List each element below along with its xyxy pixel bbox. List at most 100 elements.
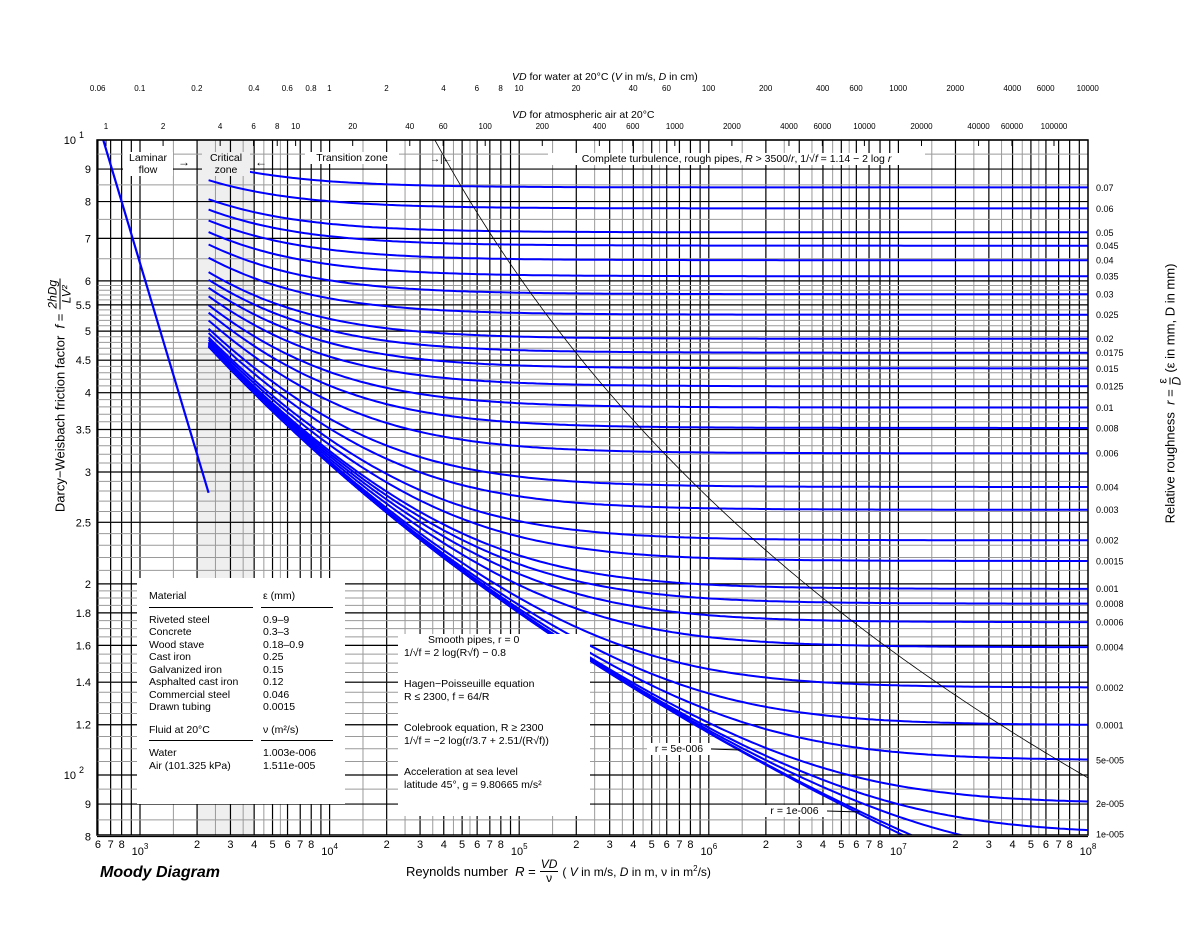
x-tick-label: 3 — [796, 839, 802, 851]
name-cell: Water — [149, 747, 177, 759]
water-axis-tick-label: 400 — [816, 84, 830, 93]
colebrook-equation: 1/√f = −2 log(r/3.7 + 2.51/(R√f)) — [404, 735, 549, 747]
roughness-curve-0.03 — [208, 243, 1088, 296]
water-axis-tick-label: 0.6 — [282, 84, 294, 93]
y-tick-label: 2.5 — [76, 517, 91, 529]
x-tick-label: 7 — [297, 839, 303, 851]
water-axis-tick-label: 0.8 — [305, 84, 317, 93]
name-cell: Concrete — [149, 626, 192, 638]
x-tick-label: 7 — [866, 839, 872, 851]
roughness-label: 0.0175 — [1096, 348, 1124, 358]
water-axis-tick-label: 0.2 — [191, 84, 203, 93]
value-cell: 0.12 — [263, 676, 284, 688]
arrow-left-icon: ← — [255, 155, 267, 169]
x-tick-label: 4 — [251, 839, 257, 851]
transition-zone-label: Transition zone — [305, 152, 399, 164]
x-tick-label: 107 — [890, 842, 907, 858]
x-tick-label: 6 — [1043, 839, 1049, 851]
roughness-curve-0.002 — [207, 336, 1088, 542]
water-axis-tick-label: 40 — [629, 84, 638, 93]
roughness-label: 0.0002 — [1096, 683, 1124, 693]
y-tick-label: 5.5 — [76, 300, 91, 312]
y-tick-label: 6 — [85, 276, 91, 288]
water-axis-tick-label: 6 — [475, 84, 480, 93]
y-tick-label: 5 — [85, 326, 91, 338]
water-axis-tick-label: 1 — [327, 84, 332, 93]
material-row: Concrete 0.3–3 — [137, 626, 345, 639]
name-cell: Drawn tubing — [149, 701, 211, 713]
roughness-label: 0.003 — [1096, 505, 1119, 515]
air-axis-tick-label: 40 — [405, 122, 414, 131]
roughness-curve-0.035 — [208, 231, 1088, 278]
roughness-curve-0.006 — [207, 319, 1088, 455]
water-axis-tick-label: 200 — [759, 84, 773, 93]
water-axis-tick-label: 100 — [702, 84, 716, 93]
roughness-label: 0.006 — [1096, 449, 1119, 459]
r5-annotation: r = 5e-006 — [647, 743, 711, 755]
x-tick-label: 7 — [676, 839, 682, 851]
air-axis-tick-label: 400 — [593, 122, 607, 131]
y-tick-label: 4 — [85, 388, 91, 400]
roughness-label: 0.001 — [1096, 584, 1119, 594]
y-tick-label: 1.4 — [76, 677, 91, 689]
roughness-label: 0.0008 — [1096, 599, 1124, 609]
top-axis-water-title: VD for water at 20°C (V in m/s, D in cm) — [512, 71, 698, 83]
roughness-curve-0.01 — [208, 304, 1088, 409]
materials-header-material: Material — [149, 590, 187, 602]
laminar-zone-label: Laminar flow — [123, 152, 173, 176]
roughness-label: 0.045 — [1096, 241, 1119, 251]
x-tick-label: 3 — [417, 839, 423, 851]
x-tick-label: 8 — [687, 839, 693, 851]
x-tick-label: 5 — [1028, 839, 1034, 851]
materials-header-roughness: ε (mm) — [263, 590, 296, 602]
x-tick-label: 7 — [1056, 839, 1062, 851]
equations-box: Smooth pipes, r = 0 1/√f = 2 log(R√f) − … — [398, 634, 590, 816]
x-tick-label: 2 — [763, 839, 769, 851]
roughness-curve-0.008 — [207, 311, 1088, 429]
fluids-header-fluid: Fluid at 20°C — [149, 723, 210, 736]
roughness-label: 0.004 — [1096, 482, 1119, 492]
air-axis-tick-label: 8 — [275, 122, 280, 131]
name-cell: Galvanized iron — [149, 663, 222, 676]
roughness-curve-0.0004 — [207, 344, 1088, 649]
air-axis-tick-label: 20000 — [910, 122, 933, 131]
air-axis-tick-label: 40000 — [967, 122, 990, 131]
air-axis-tick-label: 1000 — [666, 122, 684, 131]
smooth-pipes-label: Smooth pipes, r = 0 — [428, 634, 520, 646]
x-tick-label: 2 — [573, 839, 579, 851]
x-tick-label: 6 — [664, 839, 670, 851]
water-axis-tick-label: 0.06 — [90, 84, 106, 93]
r5-leader — [710, 748, 741, 751]
fluids-header-viscosity: ν (m²/s) — [263, 723, 299, 736]
roughness-curve-0.0008 — [207, 342, 1088, 605]
x-tick-label: 8 — [119, 839, 125, 851]
x-tick-label: 3 — [607, 839, 613, 851]
material-row: Riveted steel 0.9–9 — [137, 614, 345, 627]
hagen-poiseuille-title: Hagen−Poisseuille equation — [404, 678, 535, 690]
x-tick-label: 6 — [95, 839, 101, 851]
roughness-label: 0.03 — [1096, 290, 1114, 300]
water-axis-tick-label: 2000 — [946, 84, 964, 93]
roughness-curve-0.07 — [208, 161, 1088, 189]
roughness-curve-0.02 — [208, 271, 1088, 340]
y-tick-label: 1.6 — [76, 640, 91, 652]
y-tick-label: 4.5 — [76, 355, 91, 367]
air-axis-tick-label: 600 — [626, 122, 640, 131]
roughness-label: 1e-005 — [1096, 830, 1124, 840]
chart-title: Moody Diagram — [100, 864, 221, 881]
x-tick-label: 5 — [459, 839, 465, 851]
roughness-label: 0.0006 — [1096, 617, 1124, 627]
roughness-label: 0.06 — [1096, 204, 1114, 214]
roughness-curve-0.06 — [208, 179, 1088, 210]
arrow-right-icon: → — [178, 155, 190, 169]
roughness-curve-0.04 — [208, 219, 1088, 262]
y-tick-label: 9 — [85, 164, 91, 176]
x-tick-label: 103 — [132, 842, 149, 858]
fluid-row: Water 1.003e-006 — [137, 747, 345, 760]
value-cell: 0.3–3 — [263, 626, 290, 638]
y-tick-label: 10 1 — [64, 130, 84, 147]
x-tick-label: 104 — [321, 842, 338, 858]
roughness-label: 5e-005 — [1096, 756, 1124, 766]
roughness-curve-0.004 — [207, 327, 1088, 488]
air-axis-tick-label: 6000 — [813, 122, 831, 131]
